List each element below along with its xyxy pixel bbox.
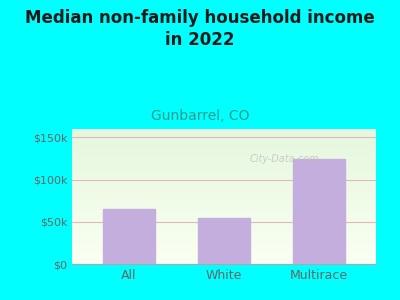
Bar: [293, 158, 345, 264]
Bar: [103, 209, 155, 264]
Text: Median non-family household income
in 2022: Median non-family household income in 20…: [25, 9, 375, 49]
Bar: [198, 218, 250, 264]
Text: Gunbarrel, CO: Gunbarrel, CO: [151, 110, 249, 124]
Text: City-Data.com: City-Data.com: [250, 154, 320, 164]
